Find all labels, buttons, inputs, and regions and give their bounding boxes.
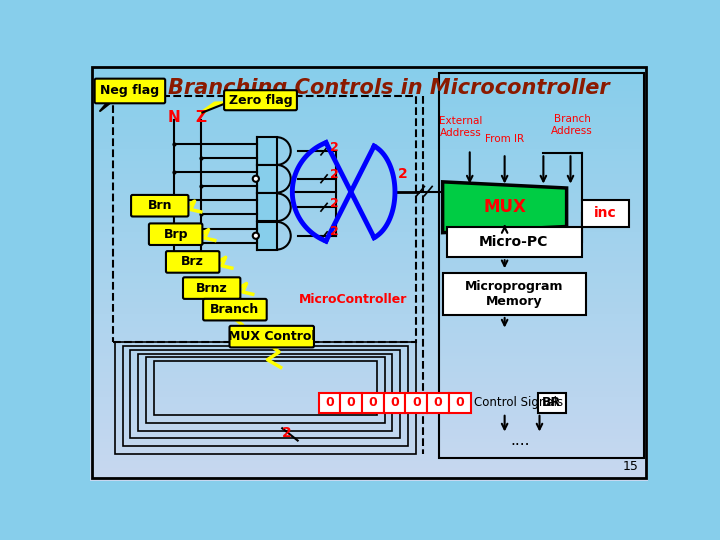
Text: BR: BR	[542, 396, 562, 409]
Text: Micro-PC: Micro-PC	[480, 235, 549, 249]
Circle shape	[253, 233, 259, 239]
Text: 0: 0	[347, 396, 356, 409]
Text: Neg flag: Neg flag	[100, 84, 159, 98]
Bar	[405, 393, 427, 413]
FancyBboxPatch shape	[166, 251, 220, 273]
Text: 2: 2	[330, 168, 339, 181]
Text: 0: 0	[455, 396, 464, 409]
FancyBboxPatch shape	[224, 90, 297, 110]
Text: Brp: Brp	[163, 228, 188, 241]
Bar	[362, 393, 384, 413]
Text: N: N	[167, 110, 180, 125]
Text: Zero flag: Zero flag	[229, 94, 292, 107]
Bar	[341, 393, 362, 413]
Bar	[582, 200, 629, 226]
Bar	[113, 96, 415, 342]
Text: 2: 2	[330, 197, 339, 210]
Bar	[145, 357, 384, 423]
Text: 2: 2	[330, 141, 339, 154]
Text: Brn: Brn	[148, 199, 172, 212]
Text: 0: 0	[390, 396, 399, 409]
Text: inc: inc	[594, 206, 617, 220]
Bar	[256, 137, 276, 165]
Text: MUX Control: MUX Control	[228, 330, 315, 343]
FancyBboxPatch shape	[94, 79, 165, 103]
Text: 15: 15	[623, 460, 639, 473]
Text: Branch
Address: Branch Address	[552, 114, 593, 136]
Text: Control Signals: Control Signals	[474, 396, 564, 409]
Bar	[256, 193, 276, 221]
Text: Brnz: Brnz	[196, 281, 228, 295]
Bar	[538, 393, 566, 413]
Bar	[319, 393, 341, 413]
Text: 0: 0	[433, 396, 442, 409]
Text: 0: 0	[369, 396, 377, 409]
Text: Brz: Brz	[181, 255, 204, 268]
Text: Microprogram
Memory: Microprogram Memory	[464, 280, 563, 308]
Text: 2: 2	[398, 167, 408, 181]
Text: 0: 0	[412, 396, 420, 409]
Bar	[256, 165, 276, 193]
Bar	[446, 226, 582, 257]
FancyBboxPatch shape	[149, 224, 202, 245]
Bar	[384, 393, 405, 413]
Bar	[122, 346, 408, 446]
Circle shape	[253, 176, 259, 182]
Bar	[427, 393, 449, 413]
FancyBboxPatch shape	[203, 299, 266, 320]
Text: Branch: Branch	[210, 303, 259, 316]
Text: Z: Z	[195, 110, 207, 125]
Bar	[153, 361, 377, 415]
Text: Branching Controls in Microcontroller: Branching Controls in Microcontroller	[168, 78, 609, 98]
Bar	[449, 393, 471, 413]
Polygon shape	[100, 102, 112, 111]
Text: 2: 2	[330, 225, 339, 238]
Bar	[438, 72, 644, 457]
Text: External
Address: External Address	[438, 116, 482, 138]
Text: 2: 2	[282, 426, 292, 440]
Bar	[443, 273, 586, 315]
FancyBboxPatch shape	[230, 326, 314, 347]
Bar	[138, 354, 392, 430]
Bar	[130, 350, 400, 438]
FancyBboxPatch shape	[131, 195, 189, 217]
FancyBboxPatch shape	[183, 278, 240, 299]
Text: From IR: From IR	[485, 134, 524, 144]
Text: MUX: MUX	[483, 198, 526, 216]
Text: 0: 0	[325, 396, 334, 409]
Text: ....: ....	[510, 433, 530, 448]
Bar	[114, 342, 415, 454]
Bar	[256, 222, 276, 249]
Text: MicroController: MicroController	[300, 293, 408, 306]
Polygon shape	[443, 182, 567, 233]
